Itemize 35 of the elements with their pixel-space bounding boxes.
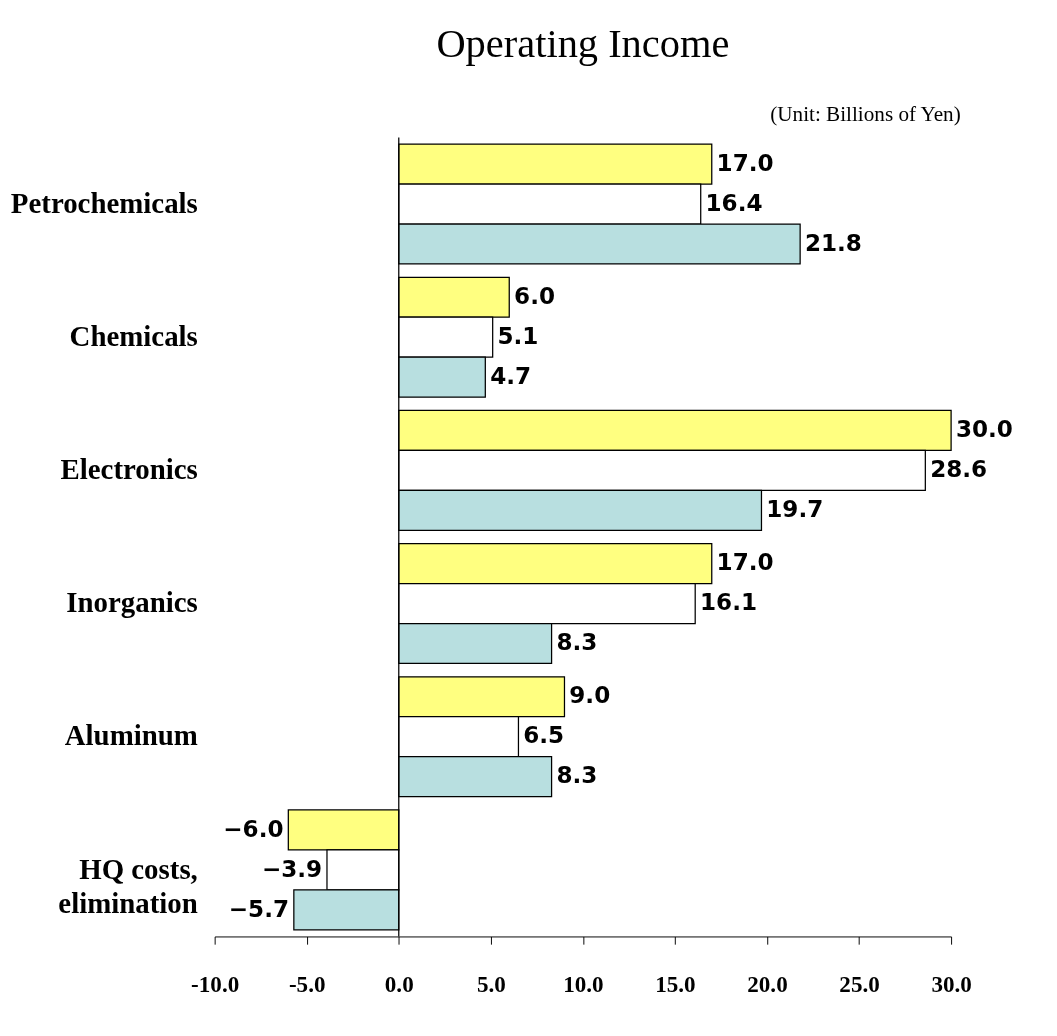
data-label: 4.7 — [490, 362, 532, 389]
data-label: 17.0 — [716, 149, 774, 176]
data-label: 21.8 — [804, 229, 862, 256]
data-label: 28.6 — [930, 456, 988, 483]
data-label: 6.5 — [523, 722, 565, 749]
data-label: 16.1 — [700, 589, 757, 616]
data-label: 6.0 — [514, 282, 555, 309]
text: (Unit: Billions of Yen) — [770, 102, 961, 127]
data-label: −6.0 — [223, 815, 284, 842]
data-label: 8.3 — [556, 629, 598, 656]
x-tick-label: 0.0 — [384, 970, 414, 997]
y-tick-label: Aluminum — [64, 719, 198, 752]
data-label: 8.3 — [556, 762, 598, 789]
y-tick-label: Electronics — [60, 453, 198, 486]
x-tick-label: 25.0 — [839, 970, 880, 997]
y-tick-label: Chemicals — [69, 319, 198, 352]
x-tick-label: 20.0 — [747, 970, 788, 997]
y-tick-label: HQ costs, elimination — [58, 852, 198, 920]
chart-title: Operating Income — [436, 20, 730, 66]
data-label: 17.0 — [716, 549, 774, 576]
y-tick-label: Petrochemicals — [10, 186, 198, 219]
data-label: 5.1 — [497, 322, 539, 349]
x-tick-label: 30.0 — [931, 970, 972, 997]
data-label: 16.4 — [705, 189, 763, 216]
x-tick-label: -10.0 — [191, 970, 240, 997]
data-label: 30.0 — [955, 416, 1013, 443]
data-label: 9.0 — [569, 682, 611, 709]
x-tick-label: 5.0 — [476, 970, 506, 997]
data-label: −3.9 — [261, 855, 323, 882]
data-label: −5.7 — [228, 895, 290, 922]
x-tick-label: 10.0 — [563, 970, 604, 997]
x-tick-label: 15.0 — [655, 970, 696, 997]
y-tick-label: Inorganics — [66, 586, 198, 619]
x-tick-label: -5.0 — [288, 970, 326, 997]
data-label: 19.7 — [766, 496, 824, 523]
